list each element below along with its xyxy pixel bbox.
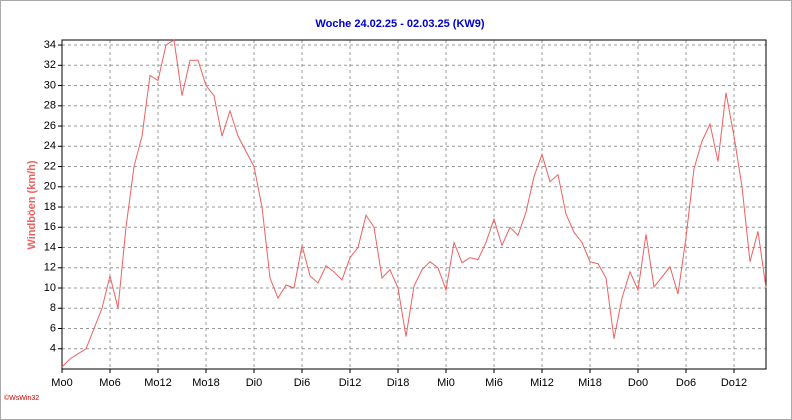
- x-tick-label: Do6: [676, 377, 696, 389]
- plot-frame: [61, 39, 767, 370]
- y-tick-label: 8: [50, 302, 56, 314]
- x-tick-label: Mi0: [437, 377, 455, 389]
- y-tick-label: 4: [50, 343, 56, 355]
- y-tick-label: 20: [44, 181, 56, 193]
- x-tick-label: Di6: [294, 377, 311, 389]
- chart-title: Woche 24.02.25 - 02.03.25 (KW9): [315, 18, 484, 30]
- x-tick-label: Mo6: [99, 377, 120, 389]
- y-tick-label: 10: [44, 282, 56, 294]
- y-tick-label: 34: [44, 39, 56, 51]
- y-tick-label: 24: [44, 140, 56, 152]
- x-tick-label: Mo12: [144, 377, 172, 389]
- x-tick-label: Mo0: [51, 377, 72, 389]
- y-tick-label: 30: [44, 79, 56, 91]
- y-tick-label: 26: [44, 120, 56, 132]
- line: [61, 39, 767, 368]
- y-tick-label: 14: [44, 241, 56, 253]
- x-tick-label: Do12: [721, 377, 747, 389]
- y-tick-label: 28: [44, 100, 56, 112]
- x-tick-label: Mi12: [530, 377, 554, 389]
- x-tick-label: Di12: [339, 377, 362, 389]
- y-tick-label: 12: [44, 262, 56, 274]
- x-tick-label: Di18: [387, 377, 410, 389]
- x-tick-label: Do0: [628, 377, 648, 389]
- x-tick-label: Mo18: [192, 377, 220, 389]
- y-tick-label: 18: [44, 201, 56, 213]
- y-tick-label: 32: [44, 59, 56, 71]
- y-axis-label: Windböen (km/h): [26, 160, 38, 249]
- y-tick-label: 6: [50, 322, 56, 334]
- x-tick-label: Mi6: [485, 377, 503, 389]
- x-tick-label: Di0: [246, 377, 263, 389]
- y-tick-label: 16: [44, 221, 56, 233]
- y-tick-label: 22: [44, 160, 56, 172]
- x-tick-label: Mi18: [578, 377, 602, 389]
- credit: ©WsWin32: [4, 394, 39, 402]
